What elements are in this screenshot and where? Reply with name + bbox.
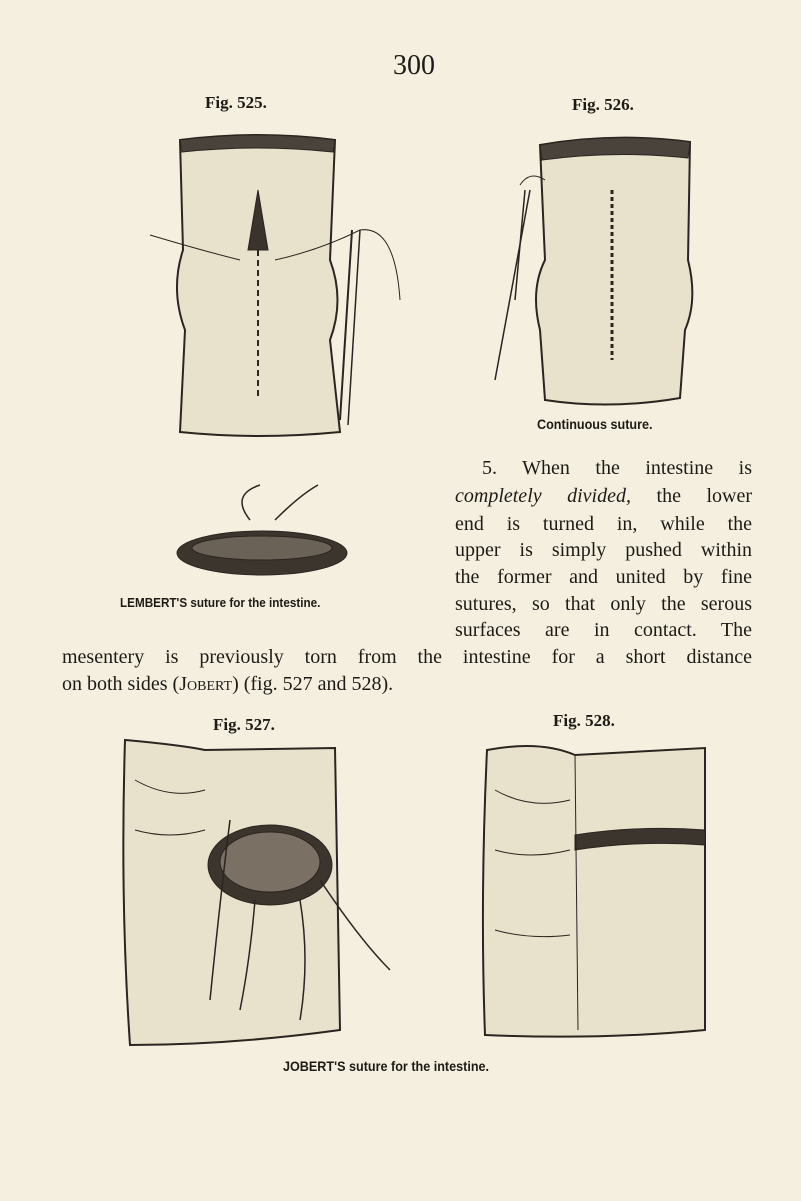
text-line: on both sides (Jobert) (fig. 527 and 528… [62, 672, 482, 696]
text: the lower [656, 485, 752, 507]
text: on both sides ( [62, 673, 180, 695]
fig-525-drawing [149, 134, 401, 437]
small-caps-text: Jobert [179, 673, 233, 695]
text: the former and united by fine [455, 566, 752, 588]
text: ) (fig. 527 and 528). [232, 673, 394, 695]
fig-526-drawing [494, 136, 694, 406]
text-line: the former and united by fine [455, 565, 752, 589]
figure-caption: LEMBERT'S suture for the intestine. [120, 595, 321, 610]
text-line: end is turned in, while the [455, 512, 752, 536]
text: 5. When the intestine is [482, 457, 752, 479]
figure-label: Fig. 528. [553, 711, 615, 730]
figure-label: Fig. 525. [205, 93, 267, 112]
page-number: 300 [393, 50, 435, 81]
fig-527-drawing [122, 738, 391, 1047]
italic-text: completely divided, [455, 485, 631, 507]
text: end is turned in, while the [455, 513, 752, 535]
text-line: mesentery is previously torn from the in… [62, 645, 752, 669]
figure-label: Fig. 526. [572, 95, 634, 114]
text-line: 5. When the intestine is [482, 456, 752, 480]
text: surfaces are in contact. The [455, 619, 752, 641]
text-line: upper is simply pushed within [455, 538, 752, 562]
text-line: completely divided, the lower [455, 484, 752, 508]
lembert-drawing [176, 484, 348, 576]
figure-label: Fig. 527. [213, 715, 275, 734]
text-line: sutures, so that only the serous [455, 592, 752, 616]
figure-caption: Continuous suture. [537, 416, 653, 432]
figure-caption: JOBERT'S suture for the intestine. [283, 1058, 490, 1074]
fig-528-drawing [481, 745, 706, 1038]
text: mesentery is previously torn from the in… [62, 646, 752, 668]
text: sutures, so that only the serous [455, 593, 752, 615]
text-line: surfaces are in contact. The [455, 618, 752, 642]
text: upper is simply pushed within [455, 539, 752, 561]
